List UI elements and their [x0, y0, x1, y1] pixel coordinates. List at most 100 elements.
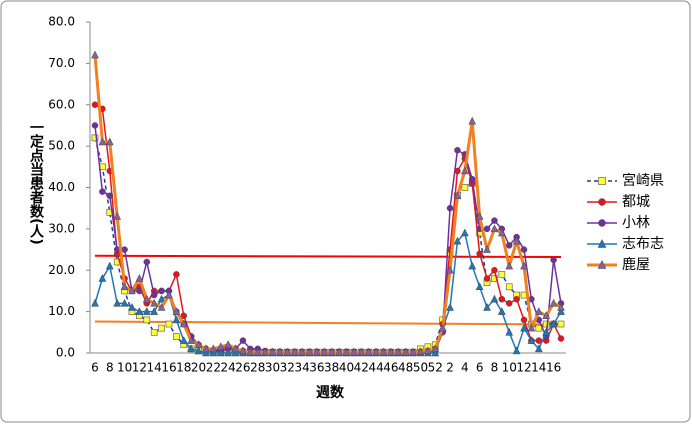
point [386, 347, 395, 356]
y-tick-label: 40.0 [48, 180, 75, 194]
x-tick-label: 36 [309, 361, 324, 375]
point [357, 347, 366, 356]
point [283, 347, 292, 356]
point [253, 347, 262, 356]
point [468, 261, 477, 270]
point [172, 315, 181, 324]
point [453, 191, 462, 200]
x-tick-label: 8 [491, 361, 499, 375]
x-tick-label: 22 [206, 361, 221, 375]
point [438, 323, 447, 332]
point [239, 346, 247, 355]
point [91, 298, 99, 307]
point [512, 346, 521, 355]
point [113, 211, 122, 220]
point [98, 273, 107, 282]
x-tick-label: 38 [324, 361, 339, 375]
point [446, 204, 454, 212]
point [142, 294, 151, 303]
point [150, 328, 158, 336]
point [150, 291, 158, 299]
point [91, 134, 99, 142]
point [490, 294, 499, 303]
point [431, 348, 440, 357]
point [475, 211, 484, 220]
legend-marker [598, 198, 606, 206]
x-tick-label: 26 [235, 361, 250, 375]
point [276, 347, 284, 356]
x-tick-label: 16 [161, 361, 176, 375]
point [106, 192, 114, 200]
point [557, 335, 565, 342]
legend-label: 小林 [622, 215, 650, 231]
point [179, 319, 188, 328]
point [542, 311, 551, 320]
x-tick-label: 42 [354, 361, 369, 375]
point [549, 298, 558, 307]
point [216, 348, 225, 357]
point [194, 346, 203, 355]
x-tick-label: 10 [117, 361, 132, 375]
series-line [93, 54, 562, 354]
point [491, 275, 498, 282]
point [246, 347, 255, 356]
point [534, 307, 543, 315]
point [557, 320, 565, 328]
x-tick-label: 52 [428, 361, 443, 375]
x-tick-label: 34 [294, 361, 309, 375]
point [91, 50, 99, 59]
y-tick-label: 50.0 [48, 139, 75, 153]
legend-label: 宮崎県 [622, 173, 664, 189]
point [194, 340, 203, 348]
point [520, 323, 528, 332]
point [105, 261, 114, 270]
point [460, 228, 469, 237]
point [468, 116, 477, 125]
x-tick-label: 12 [132, 361, 147, 375]
point [394, 347, 403, 356]
point [497, 228, 506, 237]
point [505, 242, 513, 249]
point [99, 188, 106, 195]
x-tick-label: 14 [147, 361, 162, 375]
y-tick-label: 10.0 [48, 304, 75, 318]
point [290, 347, 299, 356]
point [261, 347, 270, 356]
y-tick-label: 30.0 [48, 221, 75, 235]
point [239, 337, 247, 344]
point [505, 283, 513, 291]
x-tick-label: 20 [191, 361, 206, 375]
point [313, 347, 321, 356]
legend-label: 都城 [622, 194, 650, 210]
point [423, 346, 432, 355]
x-tick-label: 6 [476, 361, 484, 375]
point [557, 302, 565, 311]
x-tick-label: 2 [446, 361, 454, 375]
point [483, 302, 491, 311]
point [157, 302, 166, 311]
x-tick-label: 32 [280, 361, 295, 375]
y-tick-label: 60.0 [48, 97, 75, 111]
point [453, 236, 462, 245]
point [320, 347, 329, 356]
point [91, 122, 99, 129]
point [505, 261, 514, 270]
point [121, 246, 128, 253]
point [179, 336, 188, 344]
y-axis-title: 一定点当患者数(人) [28, 120, 44, 245]
point [187, 344, 196, 353]
point [142, 307, 151, 315]
point [483, 225, 491, 233]
legend-label: 志布志 [622, 236, 664, 252]
point [135, 273, 144, 282]
point [349, 347, 358, 356]
point [128, 302, 136, 311]
point [298, 347, 307, 356]
legend-marker [598, 219, 606, 227]
point [113, 298, 122, 307]
y-tick-label: 20.0 [48, 263, 75, 277]
point [446, 302, 454, 311]
point [143, 316, 151, 324]
x-tick-label: 24 [221, 361, 236, 375]
legend-marker [597, 259, 607, 269]
